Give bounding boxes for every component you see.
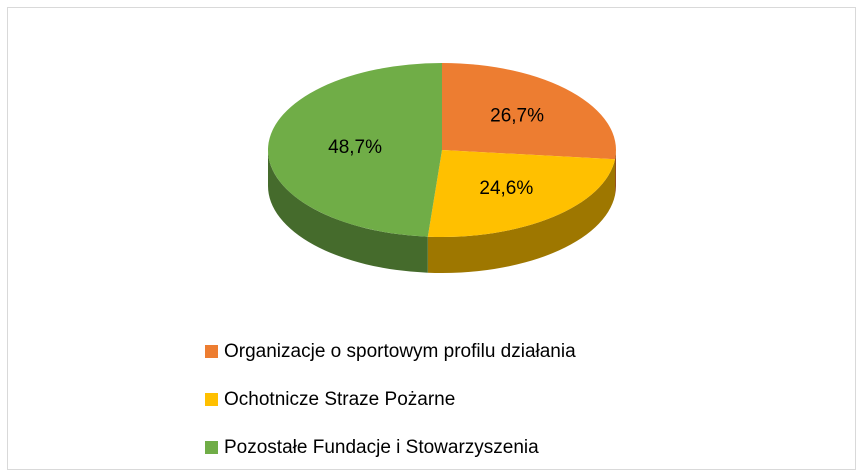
- pie-side: [427, 159, 616, 273]
- pie-slice: [268, 62, 442, 237]
- data-label: 48,7%: [328, 137, 382, 158]
- legend-label: Organizacje o sportowym profilu działani…: [224, 341, 576, 362]
- data-label: 24,6%: [479, 178, 533, 199]
- pie-side: [268, 150, 428, 273]
- pie-slice: [442, 63, 617, 160]
- pie-side: [615, 150, 616, 196]
- legend-swatch: [205, 345, 218, 358]
- legend-label: Pozostałe Fundacje i Stowarzyszenia: [224, 437, 539, 458]
- pie-slice: [427, 150, 616, 238]
- legend-label: Ochotnicze Straze Pożarne: [224, 389, 455, 410]
- legend-swatch: [205, 441, 218, 454]
- data-label: 26,7%: [490, 105, 544, 126]
- legend-swatch: [205, 393, 218, 406]
